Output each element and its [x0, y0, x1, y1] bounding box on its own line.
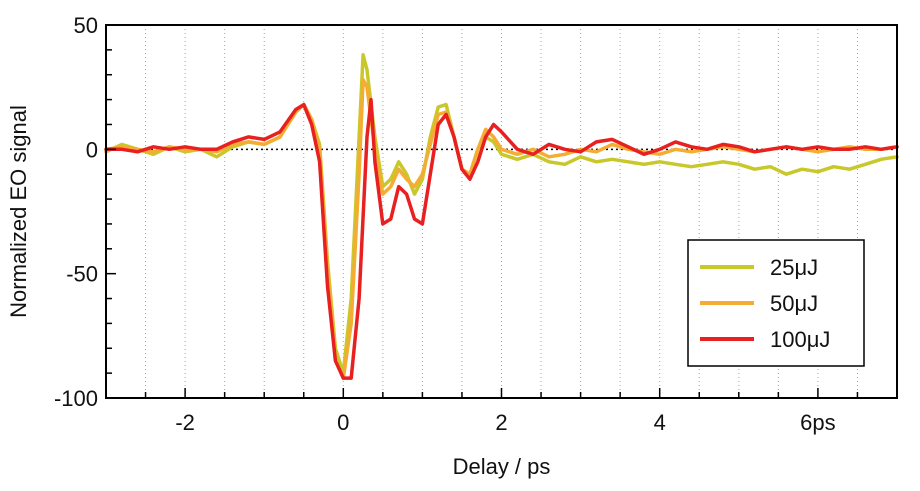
x-tick-label: 4 — [654, 410, 666, 435]
legend-label: 50μJ — [770, 291, 818, 316]
x-tick-label: -2 — [175, 410, 195, 435]
x-tick-label: 2 — [495, 410, 507, 435]
y-tick-label: -100 — [54, 386, 98, 411]
axis-ticks — [105, 24, 898, 399]
y-tick-label: 0 — [86, 137, 98, 162]
x-axis-title: Delay / ps — [453, 454, 551, 479]
legend-label: 25μJ — [770, 255, 818, 280]
series-line — [104, 77, 899, 380]
y-axis-title: Normalized EO signal — [6, 105, 31, 318]
x-tick-label: 0 — [337, 410, 349, 435]
y-tick-label: -50 — [66, 262, 98, 287]
legend-label: 100μJ — [770, 327, 830, 352]
series-line — [104, 97, 899, 380]
x-tick-label: 6ps — [800, 410, 835, 435]
series-lines — [104, 53, 899, 380]
legend: 25μJ 50μJ 100μJ — [687, 239, 865, 367]
axis-tick-labels: -2 0 2 4 6ps -100 -50 0 50 — [54, 13, 836, 435]
y-tick-label: 50 — [74, 13, 98, 38]
